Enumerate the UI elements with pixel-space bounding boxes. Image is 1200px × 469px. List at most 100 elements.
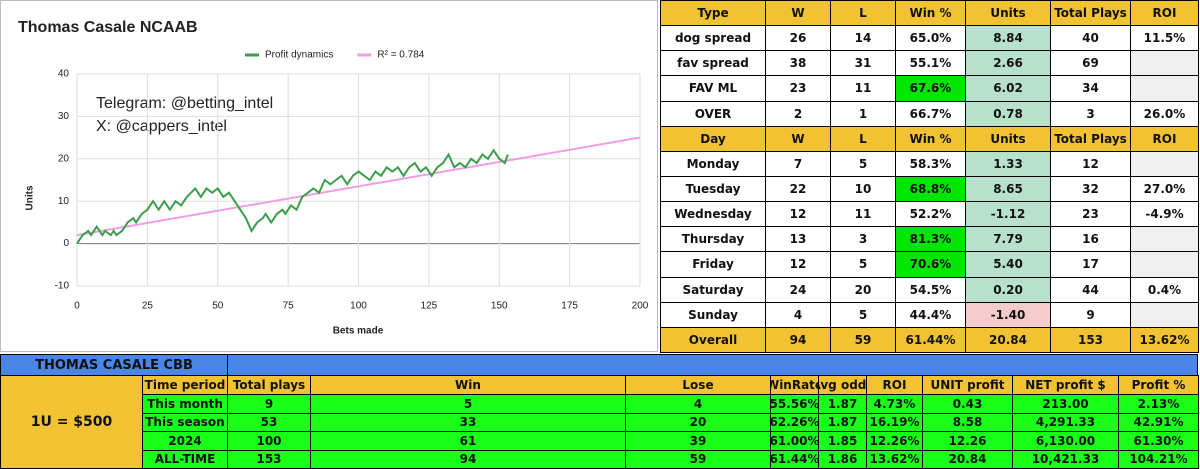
summary-cell: 0.43 xyxy=(922,394,1013,414)
table-header: Units xyxy=(965,125,1051,152)
table-cell: OVER xyxy=(660,100,766,127)
summary-cell: 6,130.00 xyxy=(1012,431,1119,451)
table-cell: Friday xyxy=(660,251,766,278)
table-cell: 2 xyxy=(765,100,831,127)
x-tick-label: 25 xyxy=(142,301,154,312)
table-header: W xyxy=(765,0,831,27)
table-cell: -1.12 xyxy=(965,201,1051,228)
table-header: L xyxy=(830,0,896,27)
y-tick-label: 20 xyxy=(58,153,70,164)
annotation: Telegram: @betting_intel xyxy=(96,95,273,112)
table-cell: 40 xyxy=(1050,25,1131,52)
table-cell: 7.79 xyxy=(965,226,1051,253)
table-cell: 94 xyxy=(765,326,831,353)
table-cell: 52.2% xyxy=(895,201,966,228)
table-cell xyxy=(1130,251,1199,278)
table-header: Type xyxy=(660,0,766,27)
summary-header: Total plays xyxy=(227,375,311,395)
line-series xyxy=(76,148,509,245)
summary-header: WinRate xyxy=(770,375,819,395)
summary-cell: 2024 xyxy=(142,431,228,451)
summary-cell: 5 xyxy=(310,394,626,414)
table-cell: 34 xyxy=(1050,75,1131,102)
summary-cell: 9 xyxy=(227,394,311,414)
table-cell: 3 xyxy=(830,226,896,253)
summary-cell: 1.87 xyxy=(818,412,867,432)
table-cell: 61.44% xyxy=(895,326,966,353)
table-cell: 27.0% xyxy=(1130,176,1199,203)
y-tick-label: 0 xyxy=(63,238,69,249)
summary-cell: 1.85 xyxy=(818,431,867,451)
unit-size: 1U = $500 xyxy=(0,375,143,469)
table-cell xyxy=(1130,301,1199,328)
summary-cell: 55.56% xyxy=(770,394,819,414)
summary-cell: ALL-TIME xyxy=(142,449,228,469)
table-cell: 67.6% xyxy=(895,75,966,102)
table-cell: 17 xyxy=(1050,251,1131,278)
table-cell: 1 xyxy=(830,100,896,127)
summary-cell: 4,291.33 xyxy=(1012,412,1119,432)
table-cell: Wednesday xyxy=(660,201,766,228)
table-cell: 11.5% xyxy=(1130,25,1199,52)
table-cell: 4 xyxy=(765,301,831,328)
table-cell xyxy=(1130,75,1199,102)
summary-header: Win xyxy=(310,375,626,395)
table-cell xyxy=(1130,150,1199,177)
table-cell: 5 xyxy=(830,301,896,328)
summary-cell: 94 xyxy=(310,449,626,469)
table-header: L xyxy=(830,125,896,152)
table-cell: 32 xyxy=(1050,176,1131,203)
x-tick-label: 125 xyxy=(421,301,438,312)
legend-label: Profit dynamics xyxy=(265,50,333,61)
table-cell: Saturday xyxy=(660,276,766,303)
table-cell: 0.4% xyxy=(1130,276,1199,303)
table-cell: 13 xyxy=(765,226,831,253)
y-axis-label: Units xyxy=(25,185,36,210)
table-cell: 3 xyxy=(1050,100,1131,127)
x-axis-label: Bets made xyxy=(333,326,384,337)
table-cell: fav spread xyxy=(660,50,766,77)
table-cell: 81.3% xyxy=(895,226,966,253)
x-tick-label: 75 xyxy=(283,301,295,312)
table-cell: 0.20 xyxy=(965,276,1051,303)
table-cell: 24 xyxy=(765,276,831,303)
table-header: Units xyxy=(965,0,1051,27)
summary-cell: 12.26% xyxy=(866,431,923,451)
table-cell: 58.3% xyxy=(895,150,966,177)
summary-cell: 8.58 xyxy=(922,412,1013,432)
summary-title: THOMAS CASALE CBB xyxy=(0,354,228,376)
y-tick-label: 10 xyxy=(58,196,70,207)
table-cell: FAV ML xyxy=(660,75,766,102)
summary-cell: 39 xyxy=(625,431,771,451)
table-header: Total Plays xyxy=(1050,125,1131,152)
table-cell: 26 xyxy=(765,25,831,52)
table-cell: 69 xyxy=(1050,50,1131,77)
table-cell: 7 xyxy=(765,150,831,177)
table-cell: 54.5% xyxy=(895,276,966,303)
table-cell: 26.0% xyxy=(1130,100,1199,127)
table-cell: 11 xyxy=(830,201,896,228)
table-header: Total Plays xyxy=(1050,0,1131,27)
x-tick-label: 200 xyxy=(632,301,649,312)
table-cell: 13.62% xyxy=(1130,326,1199,353)
summary-cell: 61.00% xyxy=(770,431,819,451)
table-cell: 55.1% xyxy=(895,50,966,77)
table-cell: 23 xyxy=(765,75,831,102)
summary-cell: 16.19% xyxy=(866,412,923,432)
summary-cell: 33 xyxy=(310,412,626,432)
table-cell: 153 xyxy=(1050,326,1131,353)
summary-cell: 4.73% xyxy=(866,394,923,414)
table-cell: 8.84 xyxy=(965,25,1051,52)
x-tick-label: 0 xyxy=(74,301,80,312)
summary-header: UNIT profit xyxy=(922,375,1013,395)
table-cell: 44.4% xyxy=(895,301,966,328)
summary-cell: 213.00 xyxy=(1012,394,1119,414)
table-cell: 22 xyxy=(765,176,831,203)
table-cell: 1.33 xyxy=(965,150,1051,177)
summary-cell: 1.87 xyxy=(818,394,867,414)
table-cell: 12 xyxy=(765,251,831,278)
summary-header: Avg odds xyxy=(818,375,867,395)
y-tick-label: 40 xyxy=(58,69,70,80)
x-tick-label: 50 xyxy=(212,301,224,312)
